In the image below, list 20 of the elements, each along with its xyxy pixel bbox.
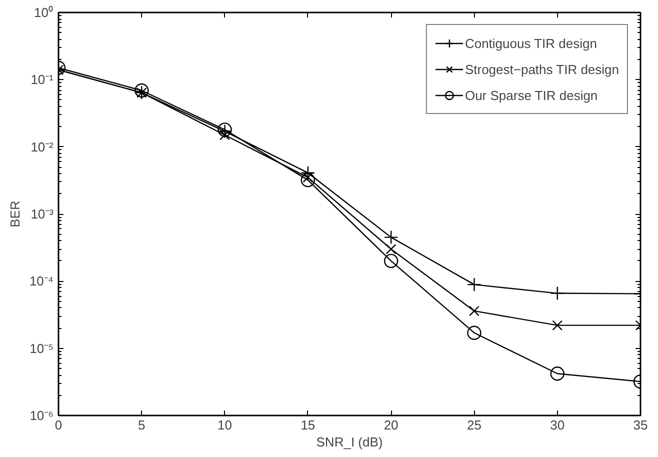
y-tick-label: 10⁻⁶ <box>30 408 54 423</box>
legend-label: Strogest−paths TIR design <box>464 62 619 76</box>
x-tick-label: 0 <box>54 418 62 432</box>
x-tick-label: 25 <box>466 418 482 432</box>
y-tick-label: 10⁻² <box>30 139 54 154</box>
x-tick-label: 15 <box>300 418 316 432</box>
y-axis-title: BER <box>7 200 22 228</box>
y-tick-label: 10⁻¹ <box>30 72 54 88</box>
y-tick-label: 10⁻³ <box>30 206 54 222</box>
x-tick-label: 20 <box>384 418 398 432</box>
x-axis-title: SNR_I (dB) <box>316 434 383 450</box>
x-tick-label: 30 <box>550 418 565 432</box>
y-tick-label: 10⁻⁴ <box>29 274 54 289</box>
legend-label: Contiguous TIR design <box>464 36 597 50</box>
y-tick-label: 10⁻⁵ <box>30 340 54 356</box>
x-tick-label: 35 <box>633 418 648 432</box>
legend-label: Our Sparse TIR design <box>464 88 598 102</box>
x-tick-label: 10 <box>218 418 232 432</box>
x-tick-label: 5 <box>138 418 146 432</box>
y-tick-label: 10⁰ <box>34 5 54 20</box>
